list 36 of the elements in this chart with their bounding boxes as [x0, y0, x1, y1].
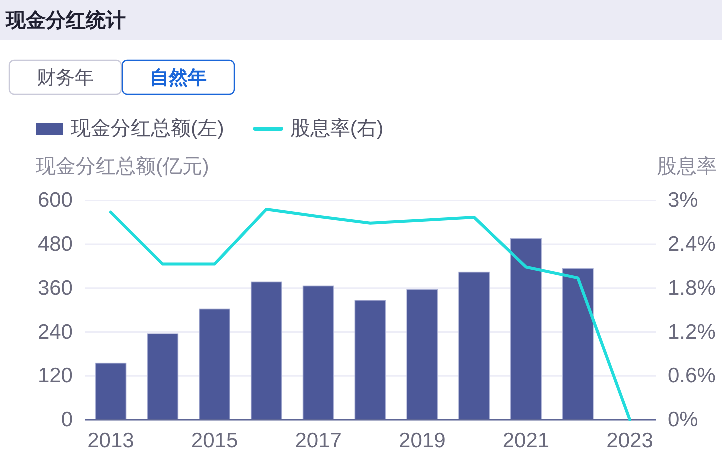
y-tick-label: 120	[38, 364, 73, 388]
bar	[354, 300, 386, 420]
text: 财务年	[37, 68, 94, 89]
x-tick-label: 2019	[399, 430, 446, 452]
x-tick-label: 2021	[502, 430, 550, 452]
y2-axis-title: 股息率	[657, 156, 717, 178]
y2-tick-label: 3%	[668, 189, 698, 212]
bar	[406, 289, 438, 420]
y2-tick-label: 2.4%	[668, 233, 716, 256]
y-axis-title: 现金分红总额(亿元)	[36, 156, 210, 178]
bar	[250, 282, 282, 420]
x-tick-label: 2013	[88, 430, 134, 452]
line-series	[109, 208, 632, 422]
legend-label: 现金分红总额(左)	[71, 118, 224, 140]
y-tick-label: 0	[61, 408, 73, 432]
y-tick-label: 240	[38, 320, 73, 344]
chart-title: 现金分红统计	[5, 9, 126, 32]
legend-label: 股息率(右)	[290, 118, 384, 140]
y2-tick-label: 0%	[668, 408, 698, 432]
x-tick-label: 2015	[191, 430, 238, 452]
y2-tick-label: 1.2%	[668, 320, 716, 344]
bar	[458, 272, 490, 420]
bar	[147, 334, 179, 420]
y-tick-label: 600	[38, 189, 73, 212]
bar	[199, 308, 230, 420]
y2-tick-label: 0.6%	[668, 364, 716, 388]
y2-tick-label: 1.8%	[668, 276, 716, 300]
bar	[302, 286, 334, 420]
bar	[510, 238, 542, 420]
y-tick-label: 480	[38, 233, 73, 256]
x-tick-label: 2023	[606, 430, 654, 452]
x-tick-label: 2017	[295, 430, 342, 452]
bar	[562, 268, 594, 420]
text: 自然年	[150, 68, 207, 89]
y-tick-label: 360	[38, 276, 73, 300]
bar	[95, 362, 127, 420]
